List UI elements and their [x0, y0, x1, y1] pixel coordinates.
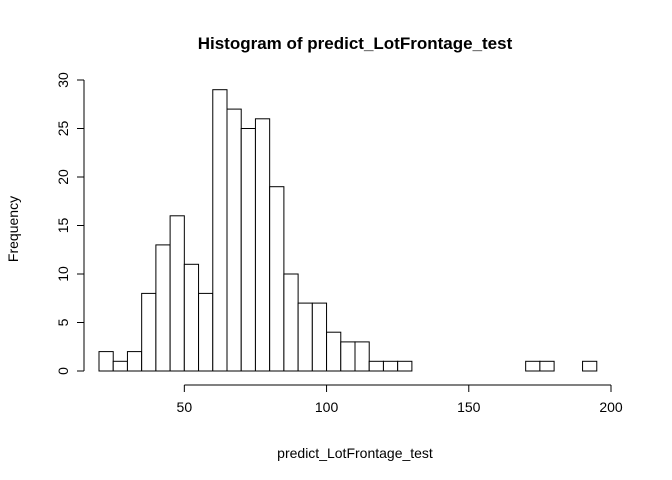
- histogram-bar: [183, 263, 200, 372]
- histogram-bar: [112, 360, 128, 372]
- x-tick-label: 200: [599, 399, 623, 415]
- histogram-bar: [198, 292, 214, 372]
- histogram-bar: [169, 215, 185, 372]
- x-axis: 50 100 150 200: [177, 384, 623, 415]
- y-axis-label: Frequency: [5, 196, 21, 262]
- y-tick-label: 0: [55, 367, 71, 375]
- histogram-bar: [311, 302, 328, 372]
- histogram-bar: [382, 360, 399, 372]
- y-tick-label: 10: [55, 266, 71, 282]
- histogram-bar: [525, 360, 541, 372]
- histogram-bar: [126, 351, 143, 372]
- y-tick-label: 30: [55, 72, 71, 88]
- histogram-bar: [226, 108, 242, 372]
- chart-title: Histogram of predict_LotFrontage_test: [198, 34, 513, 53]
- y-tick-label: 20: [55, 169, 71, 185]
- histogram-bar: [269, 186, 285, 372]
- histogram-bar: [141, 292, 157, 372]
- histogram-bars: [98, 89, 598, 372]
- histogram-bar: [283, 273, 299, 372]
- x-tick-label: 50: [177, 399, 193, 415]
- histogram-bar: [582, 360, 598, 372]
- histogram-bar: [212, 89, 228, 372]
- histogram-bar: [254, 118, 271, 372]
- histogram-bar: [539, 360, 555, 372]
- histogram-bar: [340, 341, 356, 372]
- histogram-bar: [98, 351, 114, 372]
- y-tick-label: 25: [55, 121, 71, 137]
- histogram-bar: [155, 244, 171, 372]
- x-tick-label: 150: [457, 399, 481, 415]
- histogram-bar: [368, 360, 384, 372]
- x-axis-label: predict_LotFrontage_test: [277, 445, 433, 461]
- histogram-bar: [297, 302, 313, 372]
- y-axis: 0 5 10 15 20 25 30: [55, 72, 85, 375]
- y-tick-label: 15: [55, 218, 71, 234]
- histogram-bar: [397, 360, 413, 372]
- y-tick-label: 5: [55, 318, 71, 326]
- x-tick-label: 100: [315, 399, 339, 415]
- histogram-bar: [326, 331, 342, 372]
- histogram-bar: [240, 128, 256, 372]
- histogram-bar: [354, 341, 370, 372]
